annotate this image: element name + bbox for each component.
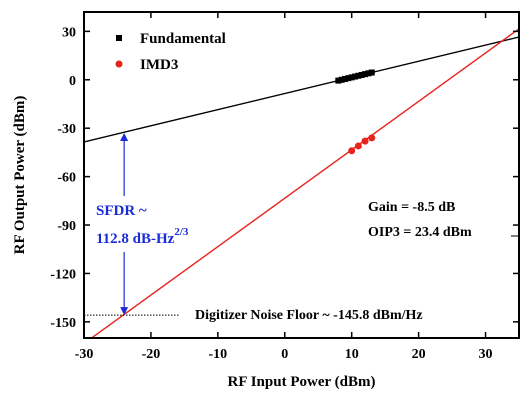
y-tick-label: 0 [69,74,76,89]
noise-floor-label: Digitizer Noise Floor ~ -145.8 dBm/Hz [195,308,423,323]
x-tick-label: 0 [281,347,288,362]
legend-imd3-label: IMD3 [140,57,178,73]
sfdr-value-exponent: 2/3 [174,226,189,238]
y-axis-title: RF Output Power (dBm) [12,96,28,255]
y-tick-label: -90 [57,219,76,234]
fundamental-point [345,75,352,82]
imd3-point [361,137,369,145]
fundamental-point [368,69,375,76]
x-tick-label: 30 [479,347,493,362]
imd3-fit-line [90,28,519,338]
sfdr-value: 112.8 dB-Hz2/3 [96,226,189,247]
x-tick-label: -10 [209,347,228,362]
x-tick-label: 20 [412,347,426,362]
legend-imd3-marker [115,60,123,68]
fundamental-fit-line [84,36,519,143]
y-tick-label: -150 [50,316,76,331]
legend-fundamental-label: Fundamental [140,31,226,47]
oip3-label: OIP3 = 23.4 dBm [368,225,472,240]
y-tick-label: -60 [57,171,76,186]
fundamental-point [355,72,362,79]
imd3-point [348,147,356,155]
plot-frame [83,11,520,339]
y-tick-label: -30 [57,122,76,137]
x-tick-label: -30 [75,347,94,362]
imd3-point [354,142,362,150]
gain-label: Gain = -8.5 dB [368,200,455,215]
x-tick-label: -20 [142,347,161,362]
sfdr-value-base: 112.8 dB-Hz [96,231,175,247]
sfdr-label: SFDR ~ [96,203,147,219]
fundamental-point [335,77,342,84]
fundamental-point [352,73,359,80]
legend-fundamental-marker [116,35,122,41]
fundamental-point [358,71,365,78]
imd3-point [368,134,376,142]
fundamental-point [365,70,372,77]
fundamental-point [362,71,369,78]
y-tick-label: 30 [62,25,76,40]
fundamental-point [338,76,345,83]
x-tick-label: 10 [345,347,359,362]
fundamental-point [348,74,355,81]
y-tick-label: -120 [50,267,76,282]
x-axis-title: RF Input Power (dBm) [228,374,376,390]
fundamental-point [342,75,348,82]
